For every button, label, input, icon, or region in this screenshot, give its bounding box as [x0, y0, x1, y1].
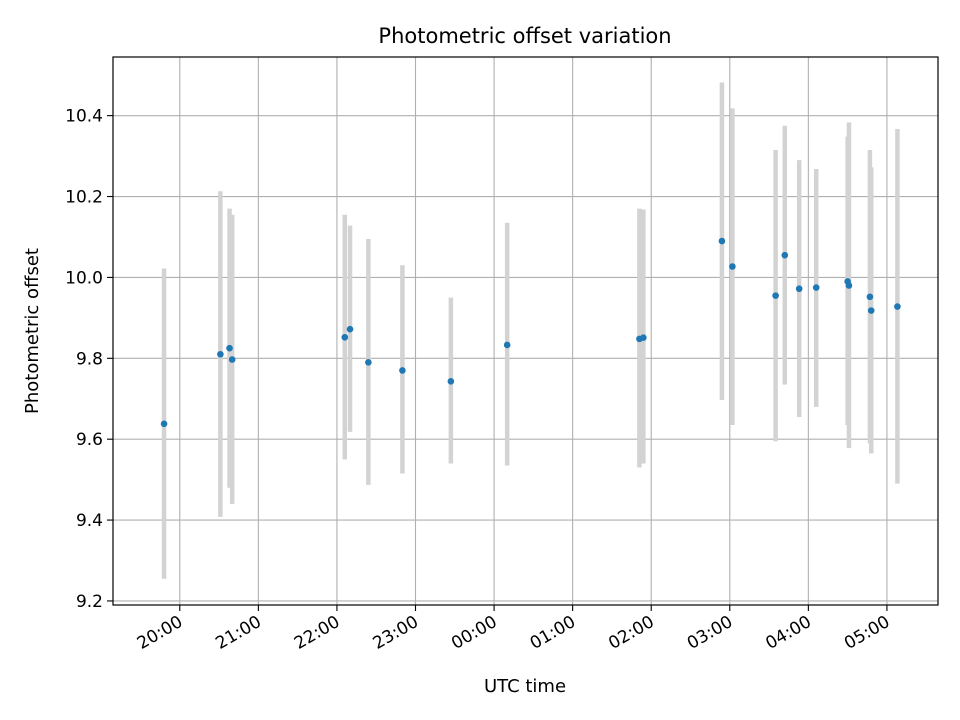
data-point	[160, 420, 168, 428]
y-tick-label: 10.4	[65, 107, 103, 127]
data-point	[346, 325, 354, 333]
data-point	[718, 237, 726, 245]
y-axis-ticks: 9.2 9.4 9.6 9.8 10.0 10.2 10.4	[65, 107, 113, 612]
data-point	[341, 333, 349, 341]
y-tick-label: 9.4	[76, 511, 103, 531]
data-point	[772, 292, 779, 299]
data-point	[365, 359, 372, 366]
data-point	[228, 356, 236, 363]
data-point	[812, 284, 820, 291]
data-point	[845, 282, 853, 289]
x-axis-label: UTC time	[484, 676, 566, 697]
y-axis-label: Photometric offset	[22, 248, 43, 414]
data-point	[867, 307, 875, 314]
y-tick-label: 9.8	[76, 349, 103, 369]
grid-lines	[113, 57, 938, 605]
data-point	[894, 303, 901, 310]
data-point	[447, 378, 455, 385]
data-point	[866, 293, 874, 301]
data-points	[160, 237, 901, 428]
data-point	[226, 344, 233, 352]
data-point	[217, 350, 224, 358]
plot-frame	[112, 56, 939, 606]
data-point	[399, 367, 406, 374]
y-tick-label: 9.6	[76, 430, 103, 450]
y-tick-label: 10.2	[65, 188, 103, 208]
data-point	[729, 263, 736, 270]
y-tick-label: 10.0	[65, 268, 103, 288]
data-point	[781, 251, 789, 259]
data-point	[503, 341, 511, 349]
y-tick-label: 9.2	[76, 592, 103, 612]
data-point	[640, 334, 647, 341]
data-point	[795, 285, 803, 293]
chart-title: Photometric offset variation	[378, 24, 671, 48]
